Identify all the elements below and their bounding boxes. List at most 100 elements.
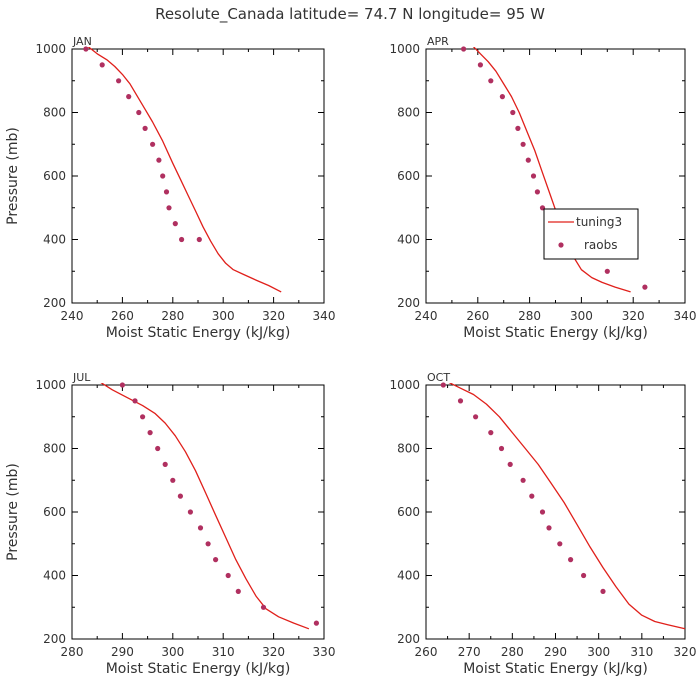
x-tick-label-apr: 280 <box>518 309 541 323</box>
obs-point-jul <box>313 620 319 626</box>
panel-label-apr: APR <box>427 35 449 48</box>
obs-point-jan <box>150 141 156 147</box>
panel-label-jul: JUL <box>72 371 91 384</box>
y-tick-label-jul: 1000 <box>35 378 66 392</box>
x-tick-label-jul: 280 <box>61 645 84 659</box>
y-tick-label-apr: 600 <box>397 169 420 183</box>
x-tick-label-apr: 300 <box>570 309 593 323</box>
y-tick-label-oct: 800 <box>397 442 420 456</box>
x-tick-label-jul: 310 <box>212 645 235 659</box>
x-tick-label-oct: 260 <box>415 645 438 659</box>
obs-point-jul <box>132 398 138 404</box>
obs-point-oct <box>546 525 552 531</box>
x-axis-label-jan: Moist Static Energy (kJ/kg) <box>106 325 291 341</box>
obs-point-jan <box>160 173 166 179</box>
obs-point-jan <box>156 157 162 163</box>
obs-point-oct <box>498 445 505 452</box>
obs-point-oct <box>600 588 606 595</box>
x-tick-label-jan: 240 <box>61 309 84 323</box>
x-axis-label-apr: Moist Static Energy (kJ/kg) <box>463 325 648 341</box>
obs-point-jan <box>172 221 178 227</box>
obs-point-oct <box>581 572 587 579</box>
y-axis-label-jan: Pressure (mb) <box>5 127 21 225</box>
x-tick-label-oct: 310 <box>630 645 653 659</box>
obs-point-jan <box>142 125 148 131</box>
y-tick-label-jan: 200 <box>43 296 66 310</box>
legend: tuning3 raobs <box>543 208 639 260</box>
x-tick-label-jul: 300 <box>161 645 184 659</box>
x-tick-label-apr: 240 <box>415 309 438 323</box>
obs-point-oct <box>507 461 513 467</box>
y-tick-label-jan: 600 <box>43 169 66 183</box>
obs-point-jul <box>170 477 176 483</box>
x-tick-label-jan: 260 <box>111 309 134 323</box>
y-tick-label-oct: 200 <box>397 632 420 646</box>
obs-point-apr <box>515 125 521 131</box>
panel-apr: APR 240 260 280 300 320 340 200 400 600 800 1000 Moi… <box>389 35 696 341</box>
x-tick-label-jul: 320 <box>262 645 285 659</box>
y-tick-label-jul: 800 <box>43 442 66 456</box>
obs-point-jul <box>213 557 219 563</box>
obs-point-jul <box>197 525 204 531</box>
model-line-apr <box>472 47 631 293</box>
plot-frame-jan <box>71 48 325 304</box>
x-tick-label-apr: 320 <box>622 309 645 323</box>
obs-point-jul <box>205 541 211 547</box>
obs-point-jan <box>136 109 142 116</box>
panel-label-oct: OCT <box>427 371 450 384</box>
x-tick-label-apr: 340 <box>674 309 697 323</box>
obs-point-oct <box>539 509 546 515</box>
y-tick-label-jul: 400 <box>43 569 66 583</box>
x-tick-label-jan: 280 <box>161 309 184 323</box>
obs-point-jan <box>126 94 132 100</box>
legend-obs-label: raobs <box>584 238 618 252</box>
x-tick-label-oct: 300 <box>587 645 610 659</box>
y-tick-label-oct: 1000 <box>389 378 420 392</box>
obs-point-jan <box>99 62 105 68</box>
y-tick-label-jan: 1000 <box>35 42 66 56</box>
legend-model-label: tuning3 <box>576 215 622 229</box>
obs-point-jan <box>163 189 170 195</box>
obs-point-jan <box>196 236 202 243</box>
x-tick-label-oct: 280 <box>501 645 524 659</box>
obs-point-oct <box>473 414 479 420</box>
obs-point-jan <box>179 236 185 243</box>
x-tick-label-apr: 260 <box>466 309 489 323</box>
x-tick-label-jan: 340 <box>313 309 336 323</box>
obs-point-jul <box>177 493 183 499</box>
x-tick-label-oct: 320 <box>674 645 697 659</box>
obs-point-oct <box>457 398 464 404</box>
plot-frame-jul <box>71 384 325 640</box>
plot-frame-apr <box>425 48 686 304</box>
x-tick-label-jul: 330 <box>313 645 336 659</box>
obs-point-oct <box>557 541 563 547</box>
obs-point-oct <box>520 477 526 483</box>
obs-point-jul <box>162 461 168 467</box>
obs-point-apr <box>534 189 541 195</box>
obs-point-apr <box>604 268 610 274</box>
obs-point-apr <box>525 157 531 163</box>
x-axis-label-jul: Moist Static Energy (kJ/kg) <box>106 661 291 677</box>
obs-point-apr <box>642 284 648 290</box>
obs-point-apr <box>461 46 467 52</box>
y-tick-label-oct: 400 <box>397 569 420 583</box>
y-tick-label-jul: 200 <box>43 632 66 646</box>
x-axis-label-oct: Moist Static Energy (kJ/kg) <box>463 661 648 677</box>
obs-point-apr <box>520 141 526 147</box>
x-tick-label-jan: 320 <box>262 309 285 323</box>
model-line-jan <box>87 47 282 293</box>
obs-point-oct <box>440 382 446 388</box>
legend-dot-swatch <box>558 242 564 248</box>
figure-title: Resolute_Canada latitude= 74.7 N longitu… <box>155 5 545 24</box>
obs-point-jul <box>119 382 125 388</box>
obs-point-apr <box>488 78 494 84</box>
obs-point-jul <box>235 588 241 595</box>
obs-point-oct <box>488 430 494 436</box>
obs-point-apr <box>499 94 505 100</box>
obs-point-jul <box>187 509 193 515</box>
y-tick-label-apr: 800 <box>397 106 420 120</box>
obs-point-apr <box>477 62 483 68</box>
obs-point-jul <box>260 604 267 610</box>
model-line-jul <box>100 383 310 630</box>
